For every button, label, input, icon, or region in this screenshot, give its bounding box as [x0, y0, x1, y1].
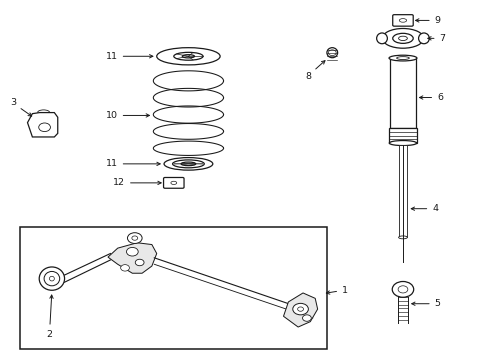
Circle shape — [302, 315, 311, 321]
Text: 8: 8 — [304, 60, 325, 81]
Text: 10: 10 — [105, 111, 149, 120]
Bar — [389, 58, 415, 128]
Bar — [398, 145, 407, 237]
Circle shape — [135, 259, 144, 266]
Polygon shape — [27, 113, 58, 137]
Circle shape — [121, 265, 129, 271]
Ellipse shape — [376, 33, 386, 44]
Bar — [20, 226, 327, 348]
Ellipse shape — [388, 55, 416, 61]
Text: 5: 5 — [411, 299, 440, 308]
Text: 3: 3 — [10, 98, 32, 116]
Ellipse shape — [326, 48, 337, 58]
Bar — [388, 128, 416, 143]
Ellipse shape — [382, 28, 423, 48]
Text: 11: 11 — [105, 159, 160, 168]
Polygon shape — [283, 293, 317, 327]
Text: 12: 12 — [113, 178, 161, 187]
Circle shape — [126, 247, 138, 256]
Text: 9: 9 — [415, 16, 440, 25]
Text: 11: 11 — [105, 52, 153, 61]
Ellipse shape — [39, 267, 64, 290]
Polygon shape — [108, 243, 157, 273]
Circle shape — [292, 303, 308, 315]
Text: 6: 6 — [419, 93, 442, 102]
Text: 7: 7 — [427, 34, 445, 43]
Ellipse shape — [398, 236, 407, 239]
Circle shape — [391, 282, 413, 297]
Ellipse shape — [388, 140, 416, 145]
Ellipse shape — [418, 33, 428, 44]
Text: 4: 4 — [410, 204, 437, 213]
Text: 1: 1 — [325, 285, 347, 294]
Circle shape — [127, 233, 142, 243]
Text: 2: 2 — [46, 295, 53, 339]
